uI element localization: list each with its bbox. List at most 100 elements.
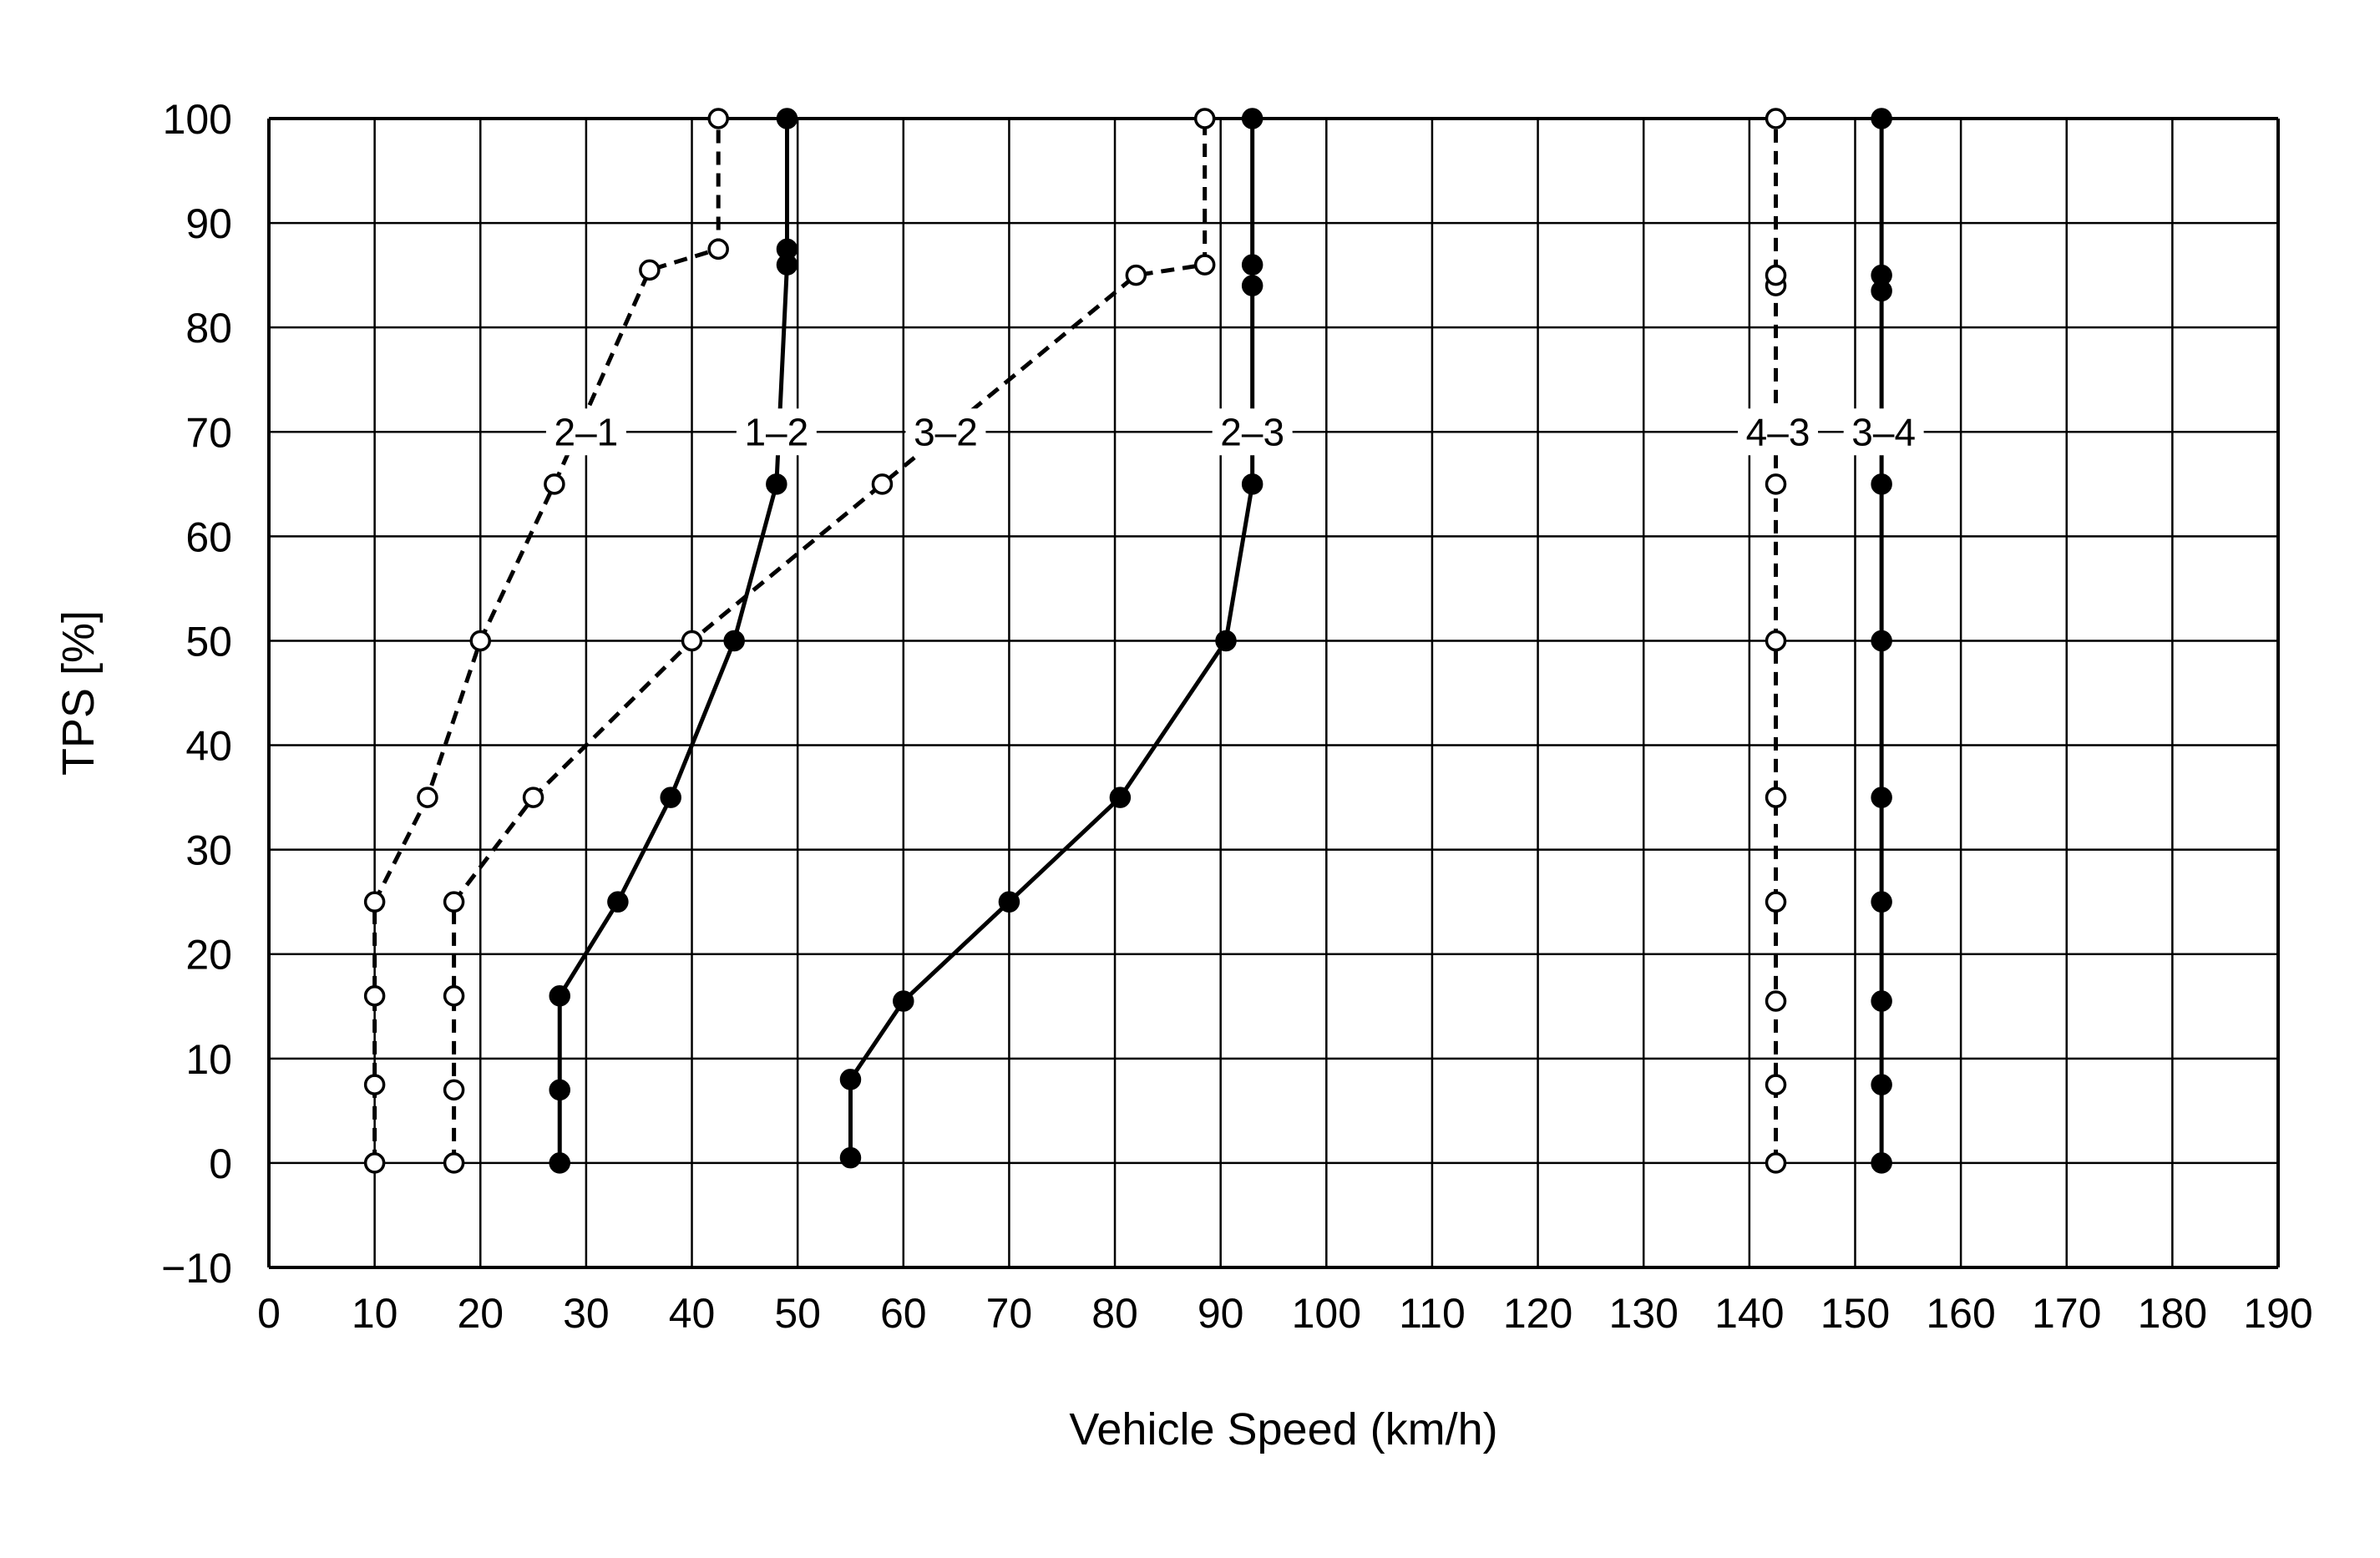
x-tick-label: 60 (880, 1290, 927, 1337)
x-tick-label: 40 (669, 1290, 716, 1337)
data-point (363, 1074, 386, 1095)
x-tick-label: 80 (1091, 1290, 1138, 1337)
data-point (1765, 473, 1787, 495)
series-line-3–2 (452, 119, 1208, 1163)
y-tick-label: 70 (185, 409, 232, 456)
data-point (766, 473, 787, 495)
tick-labels: 0 10 20 30 40 50 60 70 80 90 100 110 120 130 140 150 160… (161, 96, 2313, 1337)
data-point (839, 1146, 862, 1169)
data-point (1109, 787, 1132, 808)
data-point (1765, 990, 1787, 1012)
data-point (639, 259, 661, 281)
data-point (443, 985, 465, 1007)
data-point (839, 1069, 862, 1090)
y-tick-label: 0 (209, 1141, 232, 1187)
data-point (1193, 254, 1216, 276)
data-point (607, 891, 629, 913)
data-point (363, 891, 386, 913)
x-tick-label: 30 (563, 1290, 610, 1337)
data-point (1871, 1152, 1892, 1174)
data-point (871, 473, 894, 495)
data-point (707, 108, 729, 129)
data-point (1765, 891, 1787, 913)
x-tick-label: 0 (257, 1290, 281, 1337)
y-tick-label: 10 (185, 1036, 232, 1083)
data-point (1765, 787, 1787, 808)
x-tick-label: 140 (1714, 1290, 1784, 1337)
x-tick-label: 190 (2243, 1290, 2312, 1337)
series-label: 3–4 (1851, 410, 1916, 453)
series-label: 2–3 (1220, 410, 1284, 453)
data-point (363, 985, 386, 1007)
data-point (1765, 1152, 1787, 1174)
data-point (549, 1152, 570, 1174)
x-tick-label: 130 (1608, 1290, 1678, 1337)
x-tick-label: 70 (986, 1290, 1033, 1337)
data-point (549, 985, 570, 1007)
x-tick-label: 110 (1399, 1290, 1466, 1337)
series-line-2–1 (372, 119, 721, 1163)
x-tick-label: 20 (457, 1290, 504, 1337)
series-label-background (905, 408, 986, 456)
data-point (1241, 254, 1263, 276)
x-tick-label: 50 (774, 1290, 821, 1337)
y-tick-label: 60 (185, 513, 232, 560)
data-point (893, 990, 914, 1012)
data-point (1765, 1074, 1787, 1095)
x-tick-label: 150 (1820, 1290, 1890, 1337)
x-axis-title: Vehicle Speed (km/h) (1069, 1404, 1497, 1454)
data-point (998, 891, 1020, 913)
data-point (469, 630, 492, 652)
y-tick-label: −10 (161, 1245, 232, 1292)
x-tick-label: 180 (2138, 1290, 2207, 1337)
series-label: 3–2 (914, 410, 978, 453)
series-label-background (736, 408, 817, 456)
data-point (1871, 891, 1892, 913)
data-point (443, 891, 465, 913)
data-point (776, 108, 798, 129)
data-point (1871, 990, 1892, 1012)
data-point (776, 238, 798, 261)
data-point (1215, 630, 1237, 652)
data-point (1765, 108, 1787, 129)
data-point (1871, 473, 1892, 495)
y-tick-label: 50 (185, 618, 232, 665)
y-tick-label: 30 (185, 827, 232, 874)
y-tick-label: 40 (185, 723, 232, 770)
series-label: 2–1 (554, 410, 619, 453)
data-point (363, 1152, 386, 1174)
data-point (1765, 630, 1787, 652)
x-tick-label: 170 (2032, 1290, 2101, 1337)
y-axis-title: TPS [%] (53, 610, 104, 776)
data-point (443, 1152, 465, 1174)
y-tick-label: 100 (163, 96, 232, 143)
y-tick-label: 20 (185, 932, 232, 979)
data-point (1765, 264, 1787, 286)
data-point (549, 1079, 570, 1101)
data-point (1193, 108, 1216, 129)
x-tick-label: 100 (1292, 1290, 1361, 1337)
data-point (1871, 630, 1892, 652)
x-tick-label: 120 (1503, 1290, 1572, 1337)
data-point (443, 1079, 465, 1101)
data-point (660, 787, 681, 808)
series-label-background (1738, 408, 1819, 456)
series-label: 1–2 (744, 410, 808, 453)
data-point (1871, 108, 1892, 129)
data-point (723, 630, 745, 652)
y-tick-label: 90 (185, 200, 232, 247)
grid (267, 117, 2280, 1269)
data-point (544, 473, 565, 495)
series-labels: 2–1 3–2 1–2 2–3 4–3 3–4 (545, 408, 1924, 456)
x-tick-label: 10 (352, 1290, 398, 1337)
data-point (1241, 275, 1263, 296)
data-point (1871, 1074, 1892, 1095)
data-point (522, 787, 544, 808)
data-point (681, 630, 703, 652)
series-label: 4–3 (1746, 410, 1810, 453)
data-point (1125, 264, 1147, 286)
data-point (707, 238, 729, 261)
y-tick-label: 80 (185, 305, 232, 352)
x-tick-label: 160 (1926, 1290, 1995, 1337)
